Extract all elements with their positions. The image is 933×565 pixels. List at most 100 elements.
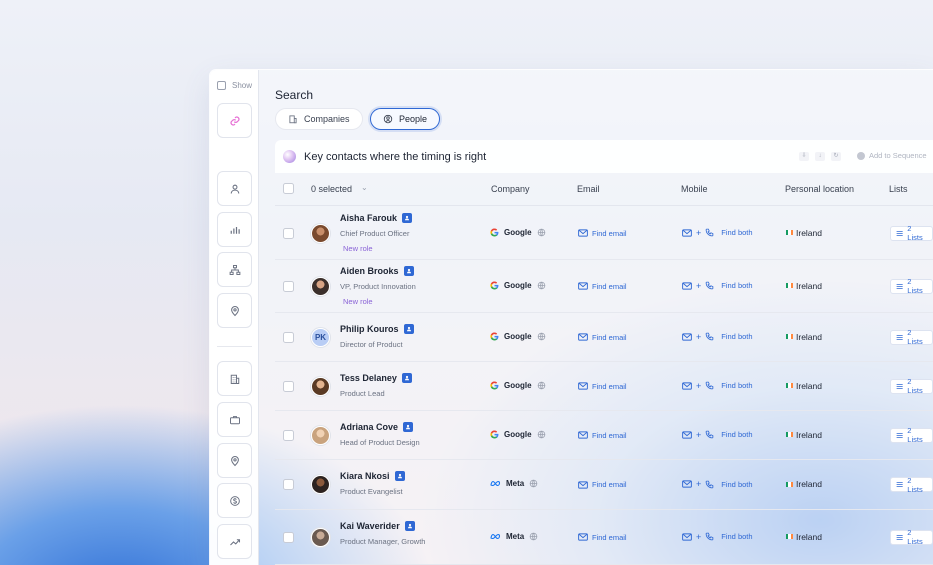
globe-icon[interactable] <box>537 281 546 290</box>
lists-button[interactable]: 2 Lists <box>890 377 933 395</box>
company-cell[interactable]: Google <box>490 430 546 439</box>
person-name[interactable]: Kai Waverider <box>340 521 415 531</box>
person-name[interactable]: Philip Kouros <box>340 324 414 334</box>
sequence-icon <box>857 151 865 160</box>
globe-icon[interactable] <box>537 332 546 341</box>
select-all-checkbox[interactable] <box>283 183 294 194</box>
row-checkbox[interactable] <box>283 380 294 392</box>
find-email-button[interactable]: Find email <box>578 382 627 391</box>
find-email-button[interactable]: Find email <box>578 282 627 291</box>
table-row[interactable]: Aiden Brooks VP, Product Innovation New … <box>275 260 933 313</box>
ai-prompt-bar[interactable]: Key contacts where the timing is right ⇩… <box>275 140 933 173</box>
sidebar-person-filter[interactable] <box>217 171 252 206</box>
find-both-label: Find both <box>721 479 753 489</box>
row-checkbox[interactable] <box>283 331 294 343</box>
company-cell[interactable]: Google <box>490 228 546 237</box>
find-both-button[interactable]: + Find both <box>682 381 753 391</box>
person-name-text: Adriana Cove <box>340 422 399 432</box>
add-to-sequence-button[interactable]: Add to Sequence <box>857 151 927 160</box>
export-icon[interactable]: ⇩ <box>799 152 809 161</box>
lists-button[interactable]: 2 Lists <box>890 328 933 346</box>
mail-icon <box>682 430 692 439</box>
column-lists: Lists <box>889 184 908 194</box>
person-name-text: Tess Delaney <box>340 373 397 383</box>
globe-icon[interactable] <box>537 430 546 439</box>
globe-icon[interactable] <box>529 479 538 488</box>
table-row[interactable]: Adriana Cove Head of Product Design Goog… <box>275 411 933 460</box>
company-cell[interactable]: Meta <box>490 479 538 488</box>
table-row[interactable]: PK Philip Kouros Director of Product Goo… <box>275 313 933 362</box>
sidebar-chart-filter[interactable] <box>217 212 252 247</box>
phone-icon <box>705 381 714 390</box>
mail-icon <box>682 281 692 290</box>
table-row[interactable]: Kiara Nkosi Product Evangelist Meta Find… <box>275 460 933 510</box>
row-checkbox[interactable] <box>283 227 294 239</box>
find-email-button[interactable]: Find email <box>578 480 627 489</box>
plus-icon: + <box>696 227 702 238</box>
company-cell[interactable]: Meta <box>490 532 538 541</box>
row-checkbox[interactable] <box>283 531 294 543</box>
sidebar-revenue-filter[interactable] <box>217 483 252 518</box>
selected-count[interactable]: 0 selected <box>311 184 353 194</box>
person-name[interactable]: Adriana Cove <box>340 422 414 432</box>
mail-icon <box>682 332 692 341</box>
sidebar-job-filter[interactable] <box>217 402 252 437</box>
page-title: Search <box>275 88 314 102</box>
lists-button[interactable]: 2 Lists <box>890 476 933 494</box>
row-checkbox[interactable] <box>283 479 294 490</box>
location-text: Ireland <box>796 280 822 291</box>
find-both-button[interactable]: + Find both <box>682 479 753 489</box>
table-row[interactable]: Tess Delaney Product Lead Google Find em… <box>275 362 933 411</box>
column-email: Email <box>577 184 600 194</box>
person-name-text: Aisha Farouk <box>340 213 398 223</box>
find-both-button[interactable]: + Find both <box>682 532 753 542</box>
location-pin-icon <box>230 305 239 316</box>
chevron-down-icon[interactable]: ⌄ <box>361 183 368 192</box>
globe-icon[interactable] <box>529 532 538 541</box>
find-email-button[interactable]: Find email <box>578 431 627 440</box>
row-checkbox[interactable] <box>283 429 294 441</box>
sidebar-growth-filter[interactable] <box>217 524 252 559</box>
find-both-button[interactable]: + Find both <box>682 281 753 291</box>
tab-companies[interactable]: Companies <box>275 108 363 130</box>
list-icon <box>896 534 903 540</box>
find-email-button[interactable]: Find email <box>578 229 627 238</box>
lists-button[interactable]: 2 Lists <box>890 277 933 295</box>
globe-icon[interactable] <box>537 381 546 390</box>
building-icon <box>230 374 239 384</box>
company-cell[interactable]: Google <box>490 381 546 390</box>
trend-icon <box>229 538 240 545</box>
find-email-button[interactable]: Find email <box>578 533 627 542</box>
company-cell[interactable]: Google <box>490 281 546 290</box>
person-name[interactable]: Aiden Brooks <box>340 266 414 276</box>
personal-location: Ireland <box>786 479 822 489</box>
tab-people[interactable]: People <box>370 108 441 130</box>
find-both-button[interactable]: + Find both <box>682 228 753 238</box>
refresh-icon[interactable]: ↻ <box>831 152 841 161</box>
ireland-flag-icon <box>786 383 793 388</box>
find-both-button[interactable]: + Find both <box>682 332 753 342</box>
show-toggle[interactable]: Show <box>217 81 252 90</box>
lists-button[interactable]: 2 Lists <box>890 426 933 444</box>
sidebar-company-filter[interactable] <box>217 361 252 396</box>
ai-prompt-text: Key contacts where the timing is right <box>304 151 487 163</box>
download-icon[interactable]: ↓ <box>815 152 825 161</box>
sidebar-hq-location-filter[interactable] <box>217 443 252 478</box>
person-name[interactable]: Aisha Farouk <box>340 213 413 223</box>
sidebar-org-filter[interactable] <box>217 252 252 287</box>
person-name[interactable]: Tess Delaney <box>340 373 412 383</box>
lists-label: 2 Lists <box>907 277 923 295</box>
lists-button[interactable]: 2 Lists <box>890 224 933 242</box>
table-row[interactable]: Aisha Farouk Chief Product Officer New r… <box>275 207 933 260</box>
find-both-button[interactable]: + Find both <box>682 430 753 440</box>
lists-button[interactable]: 2 Lists <box>890 528 933 546</box>
row-checkbox[interactable] <box>283 280 294 292</box>
sidebar-link-button[interactable] <box>217 103 252 138</box>
globe-icon[interactable] <box>537 228 546 237</box>
find-email-label: Find email <box>592 381 627 391</box>
company-cell[interactable]: Google <box>490 332 546 341</box>
table-row[interactable]: Kai Waverider Product Manager, Growth Me… <box>275 510 933 565</box>
sidebar-location-filter[interactable] <box>217 293 252 328</box>
find-email-button[interactable]: Find email <box>578 333 627 342</box>
person-name[interactable]: Kiara Nkosi <box>340 471 405 481</box>
